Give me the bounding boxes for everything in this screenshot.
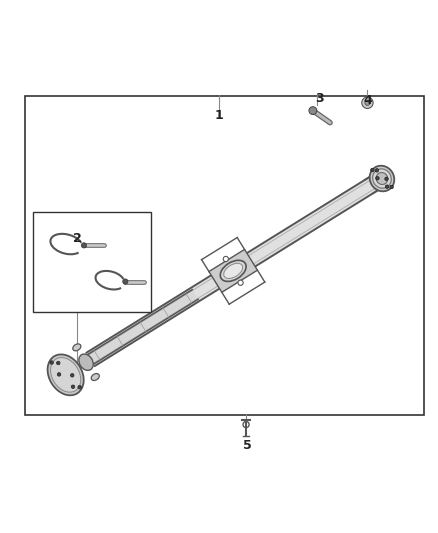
Ellipse shape — [376, 173, 388, 184]
Polygon shape — [87, 172, 386, 366]
Circle shape — [376, 176, 379, 180]
Circle shape — [309, 107, 317, 115]
Circle shape — [71, 374, 74, 377]
Ellipse shape — [370, 166, 394, 191]
Text: 4: 4 — [363, 94, 372, 107]
Circle shape — [365, 100, 370, 106]
Polygon shape — [88, 289, 198, 364]
Ellipse shape — [73, 344, 81, 351]
Ellipse shape — [224, 263, 243, 278]
Circle shape — [223, 256, 229, 262]
Circle shape — [375, 168, 378, 172]
Circle shape — [71, 385, 75, 389]
Circle shape — [57, 373, 61, 376]
Text: 2: 2 — [73, 232, 81, 245]
Ellipse shape — [79, 354, 93, 370]
Circle shape — [390, 185, 393, 189]
Bar — [25, 96, 424, 415]
Polygon shape — [209, 249, 258, 292]
Ellipse shape — [220, 260, 246, 281]
Circle shape — [57, 361, 60, 365]
Circle shape — [371, 168, 374, 172]
Circle shape — [362, 97, 373, 108]
Ellipse shape — [48, 354, 84, 395]
Circle shape — [385, 177, 388, 181]
Ellipse shape — [50, 358, 81, 392]
Circle shape — [238, 280, 243, 285]
Circle shape — [78, 385, 81, 389]
Text: 1: 1 — [215, 109, 223, 123]
Text: 5: 5 — [243, 439, 252, 452]
Text: 3: 3 — [315, 92, 324, 105]
Bar — [33, 212, 151, 312]
Circle shape — [81, 243, 87, 248]
Circle shape — [385, 185, 389, 189]
Circle shape — [123, 279, 128, 284]
Circle shape — [50, 361, 53, 364]
Ellipse shape — [91, 374, 99, 381]
Ellipse shape — [373, 169, 391, 188]
